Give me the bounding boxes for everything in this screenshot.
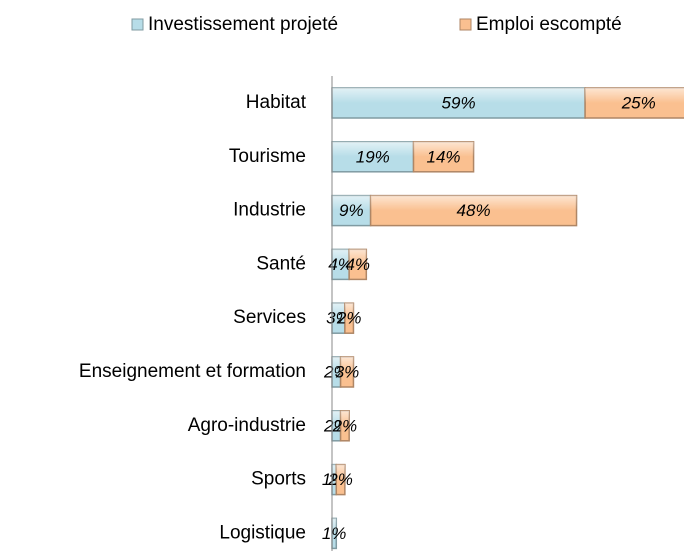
y-tick-label: Sports (251, 469, 306, 490)
bar-highlight (332, 303, 345, 319)
value-label: 19% (356, 147, 390, 166)
bar-highlight (332, 249, 350, 265)
bar-highlight (340, 410, 350, 426)
bar-highlight (349, 249, 367, 265)
bar-highlight (336, 464, 345, 480)
value-label: 2% (336, 309, 362, 328)
value-label: 48% (457, 201, 491, 220)
bar-highlight (332, 518, 337, 534)
value-label: 2% (332, 416, 358, 435)
legend-label: Investissement projeté (148, 14, 338, 35)
legend-label: Emploi escompté (476, 14, 622, 35)
value-label: 4% (345, 255, 370, 274)
legend-swatch (131, 18, 144, 31)
value-label: 25% (621, 93, 656, 112)
y-tick-label: Enseignement et formation (79, 361, 306, 382)
bar-highlight (332, 88, 586, 103)
y-tick-label: Tourisme (229, 146, 306, 167)
y-tick-label: Logistique (219, 522, 306, 543)
bar-highlight (413, 141, 474, 157)
bar-highlight (332, 410, 341, 426)
value-label: 14% (427, 147, 461, 166)
value-label: 59% (442, 93, 476, 112)
value-label: 1% (322, 524, 347, 543)
bar-highlight (332, 357, 341, 372)
y-tick-label: Agro-industrie (188, 415, 306, 436)
value-label: 3% (335, 362, 360, 381)
y-tick-label: Habitat (246, 92, 307, 113)
value-label: 9% (339, 201, 364, 220)
bar-highlight (370, 195, 577, 211)
value-label: 4% (328, 255, 353, 274)
y-tick-label: Industrie (233, 200, 306, 221)
legend-swatch (459, 18, 472, 31)
bar-highlight (585, 88, 684, 103)
bar-highlight (344, 303, 354, 319)
bar-highlight (332, 195, 371, 211)
bar-highlight (340, 357, 354, 372)
y-tick-label: Services (233, 307, 306, 328)
y-tick-label: Santé (256, 253, 306, 274)
value-label: 2% (327, 470, 353, 489)
bar-highlight (332, 464, 337, 480)
bar-highlight (332, 141, 414, 157)
